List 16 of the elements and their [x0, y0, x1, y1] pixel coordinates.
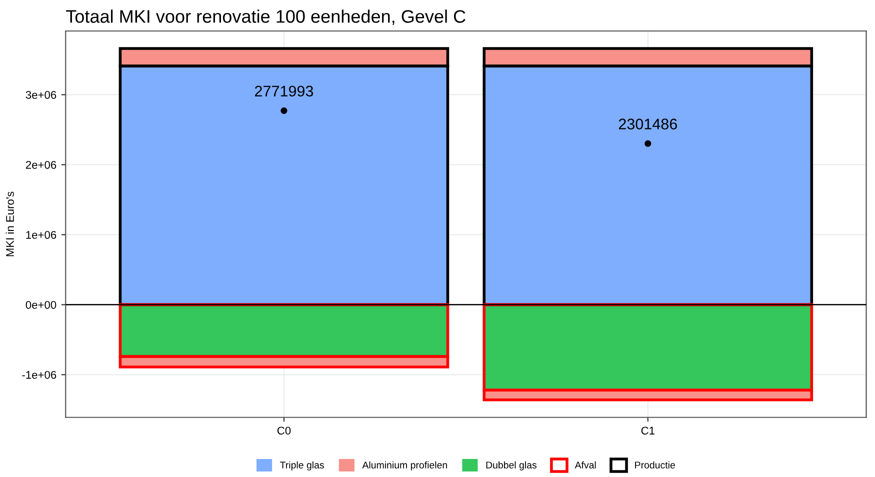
x-tick-label: C1: [641, 426, 654, 435]
y-tick-label: 2e+06: [26, 160, 56, 169]
legend-label: Productie: [635, 461, 675, 468]
chart-title: Totaal MKI voor renovatie 100 eenheden, Gevel C: [66, 10, 466, 25]
legend-label: Aluminium profielen: [362, 461, 447, 470]
data-label: 2771993: [255, 86, 314, 97]
legend-label: Afval: [574, 461, 596, 468]
y-tick-label: 0e+00: [26, 300, 56, 309]
data-label: 2301486: [618, 118, 677, 130]
y-axis-title: MKI in Euro's: [6, 192, 14, 256]
y-tick-label: 3e+06: [26, 90, 56, 99]
legend-label: Triple glas: [280, 461, 324, 470]
y-tick-label: -1e+06: [22, 370, 56, 379]
x-tick-label: C0: [277, 426, 291, 435]
legend-label: Dubbel glas: [486, 461, 537, 470]
y-tick-label: 1e+06: [26, 230, 56, 239]
